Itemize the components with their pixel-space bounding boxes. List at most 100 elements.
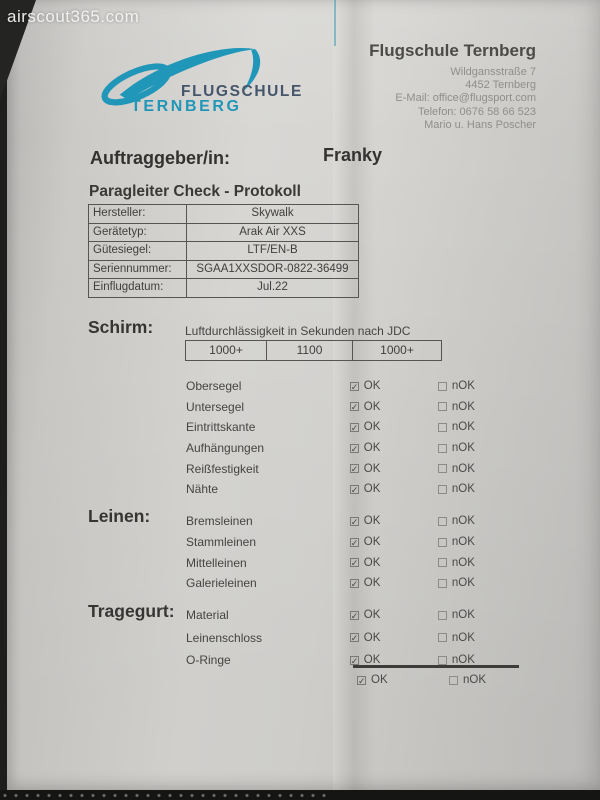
protocol-row-value: Arak Air XXS (186, 222, 359, 243)
ok-check-cell: ✓ OK (357, 674, 449, 686)
check-item-label: Reißfestigkeit (186, 461, 259, 476)
check-item-row: Leinenschloss ✓ OK nOK (186, 627, 526, 650)
nok-label: nOK (451, 442, 475, 455)
check-item-label: Bremsleinen (186, 514, 253, 529)
ok-check-cell: ✓ OK (349, 577, 438, 590)
nok-label: nOK (451, 631, 475, 644)
check-item-label: Leinenschloss (186, 630, 263, 645)
company-name: Flugschule Ternberg (369, 41, 536, 60)
ok-checkbox-checked-icon: ✓ (349, 402, 359, 413)
protocol-row-label: Gütesiegel: (88, 241, 186, 261)
nok-check-cell: nOK (437, 515, 526, 528)
ok-check-cell: ✓ OK (349, 380, 438, 393)
ok-checkbox-checked-icon: ✓ (349, 484, 359, 495)
ok-label: OK (363, 631, 381, 644)
ok-checkbox-checked-icon: ✓ (349, 381, 359, 392)
check-item-label: Untersegel (186, 399, 245, 414)
ok-check-cell: ✓ OK (349, 609, 438, 621)
ok-label: OK (363, 515, 381, 528)
porosity-value-cell: 1100 (266, 340, 353, 361)
nok-label: nOK (463, 674, 487, 686)
ok-check-cell: ✓ OK (349, 463, 438, 475)
check-item-row: Galerieleinen ✓ OK nOK (186, 573, 526, 594)
nok-check-cell: nOK (437, 609, 526, 622)
nok-label: nOK (451, 536, 475, 549)
nok-check-cell: nOK (437, 536, 526, 549)
nok-label: nOK (451, 609, 475, 622)
nok-check-cell: nOK (437, 654, 526, 666)
nok-checkbox-empty-icon (437, 558, 447, 568)
ok-label: OK (363, 442, 381, 455)
nok-label: nOK (451, 380, 475, 393)
nok-check-cell: nOK (437, 556, 526, 569)
check-item-row: Nähte ✓ OK nOK (186, 479, 526, 500)
nok-check-cell: nOK (437, 463, 526, 475)
nok-label: nOK (451, 483, 475, 496)
company-phone: Telefon: 0676 58 66 523 (417, 105, 536, 118)
company-city: 4452 Ternberg (465, 79, 536, 92)
protocol-row: Seriennummer: SGAA1XXSDOR-0822-36499 (88, 259, 359, 280)
ok-check-cell: ✓ OK (349, 556, 438, 569)
company-contact-block: Flugschule Ternberg Wildgansstraße 7 445… (369, 41, 536, 132)
protocol-row-value: SGAA1XXSDOR-0822-36499 (186, 259, 359, 280)
nok-checkbox-empty-icon (437, 464, 447, 474)
check-item-row: Material ✓ OK nOK (186, 604, 526, 627)
ok-label: OK (363, 556, 381, 569)
nok-checkbox-empty-icon (437, 516, 447, 526)
ok-checkbox-checked-icon: ✓ (349, 578, 359, 589)
ok-check-cell: ✓ OK (349, 442, 438, 455)
nok-checkbox-empty-icon (437, 633, 447, 643)
check-item-row: O-Ringe ✓ OK nOK (186, 649, 526, 672)
check-item-label: Material (186, 608, 229, 623)
ok-label: OK (363, 380, 381, 393)
logo-text-ternberg: TERNBERG (131, 98, 242, 115)
porosity-value-cell: 1000+ (352, 340, 442, 361)
nok-checkbox-empty-icon (437, 610, 447, 620)
check-item-row: Bremsleinen ✓ OK nOK (186, 511, 526, 532)
check-item-row: Eintrittskante ✓ OK nOK (186, 417, 526, 438)
check-item-label: Stammleinen (186, 535, 257, 550)
nok-label: nOK (451, 556, 475, 569)
porosity-value-cell: 1000+ (185, 340, 267, 361)
company-street: Wildgansstraße 7 (450, 66, 536, 78)
nok-checkbox-empty-icon (437, 381, 447, 391)
summary-row: ✓ OK nOK (357, 674, 541, 686)
ok-label: OK (363, 421, 381, 434)
check-item-label: Mittelleinen (186, 555, 247, 570)
nok-checkbox-empty-icon (437, 578, 447, 588)
ok-checkbox-checked-icon: ✓ (349, 537, 359, 548)
nok-label: nOK (451, 515, 475, 528)
protocol-row-label: Gerätetyp: (88, 222, 186, 243)
photo-bottom-edge (0, 790, 600, 800)
protocol-row-label: Einflugdatum: (88, 278, 186, 298)
summary-divider-line (353, 665, 519, 668)
protocol-row: Gütesiegel: LTF/EN-B (88, 241, 359, 261)
ok-label: OK (363, 654, 381, 667)
logo-text-flugschule: FLUGSCHULE (181, 83, 303, 100)
check-item-row: Mittelleinen ✓ OK nOK (186, 552, 526, 573)
ok-label: OK (371, 674, 388, 686)
company-owners: Mario u. Hans Poscher (424, 118, 536, 131)
section-label-schirm: Schirm: (88, 317, 154, 337)
nok-checkbox-empty-icon (437, 655, 447, 665)
ok-check-cell: ✓ OK (349, 536, 438, 548)
section-label-tragegurt: Tragegurt: (88, 601, 175, 621)
nok-check-cell: nOK (449, 674, 541, 686)
check-item-label: Nähte (186, 482, 219, 497)
nok-label: nOK (451, 577, 475, 590)
section-label-leinen: Leinen: (88, 506, 151, 526)
nok-checkbox-empty-icon (437, 443, 447, 453)
ok-label: OK (363, 577, 381, 590)
nok-check-cell: nOK (437, 442, 526, 455)
nok-check-cell: nOK (437, 401, 526, 413)
protocol-row-value: LTF/EN-B (186, 241, 359, 261)
nok-checkbox-empty-icon (437, 537, 447, 547)
ok-checkbox-checked-icon: ✓ (349, 655, 359, 666)
watermark-text: airscout365.com (7, 7, 140, 26)
check-item-label: Galerieleinen (186, 576, 257, 591)
client-name-value: Franky (323, 145, 383, 165)
nok-check-cell: nOK (437, 631, 526, 644)
company-email: E-Mail: office@flugsport.com (395, 92, 536, 105)
check-item-label: O-Ringe (186, 653, 231, 668)
